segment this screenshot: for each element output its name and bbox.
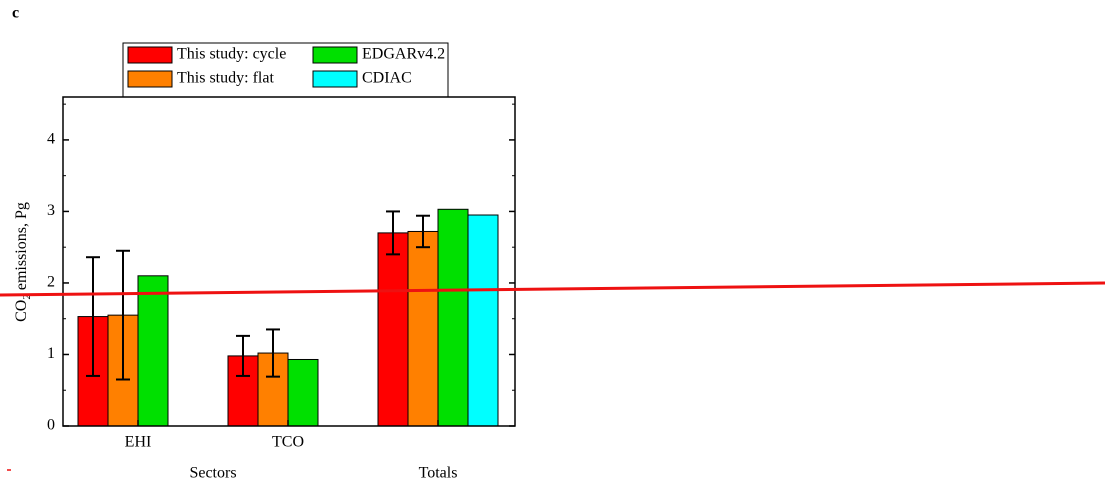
plot-frame: [62, 96, 516, 427]
y-tick-label: 3: [47, 202, 55, 219]
y-tick-label: 4: [47, 131, 55, 148]
bar: [377, 232, 409, 427]
group-label: Sectors: [189, 465, 236, 482]
x-tick-label: EHI: [125, 434, 152, 451]
bar: [287, 358, 319, 427]
group-label: Totals: [419, 465, 458, 482]
legend-label: EDGARv4.2: [362, 46, 445, 63]
bar: [137, 275, 169, 427]
error-bar: [236, 334, 250, 377]
legend-swatch: [127, 46, 173, 64]
error-bar: [266, 328, 280, 378]
error-bar: [416, 214, 430, 249]
legend-swatch: [312, 46, 358, 64]
y-tick-label: 1: [47, 345, 55, 362]
legend-label: This study: cycle: [177, 46, 286, 63]
legend-label: This study: flat: [177, 70, 274, 87]
error-bar: [116, 249, 130, 381]
error-bar: [86, 256, 100, 377]
bar: [437, 208, 469, 427]
x-tick-label: TCO: [272, 434, 304, 451]
panel-label: c: [12, 5, 19, 22]
bar: [467, 214, 499, 427]
legend-box: [122, 42, 449, 98]
y-label-sub: 2: [21, 294, 33, 300]
legend-label: CDIAC: [362, 70, 412, 87]
y-tick-label: 2: [47, 274, 55, 291]
y-label-part: CO: [13, 300, 30, 322]
annotation-line: [0, 281, 1105, 297]
y-tick-label: 0: [47, 417, 55, 434]
legend-swatch: [312, 70, 358, 88]
bar: [407, 230, 439, 427]
error-bar: [386, 210, 400, 256]
legend-swatch: [127, 70, 173, 88]
y-label-part: emissions, Pg: [13, 202, 30, 294]
y-axis-label: CO2 emissions, Pg: [13, 202, 33, 322]
